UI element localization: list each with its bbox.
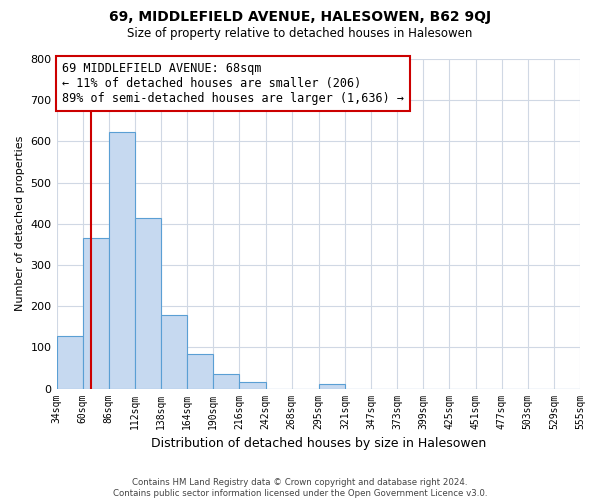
Y-axis label: Number of detached properties: Number of detached properties [15, 136, 25, 312]
Bar [56, 336, 83, 388]
Bar [135, 218, 161, 388]
Bar [213, 374, 239, 388]
Bar [319, 384, 345, 388]
Text: Size of property relative to detached houses in Halesowen: Size of property relative to detached ho… [127, 28, 473, 40]
Bar [161, 315, 187, 388]
Text: 69, MIDDLEFIELD AVENUE, HALESOWEN, B62 9QJ: 69, MIDDLEFIELD AVENUE, HALESOWEN, B62 9… [109, 10, 491, 24]
Text: 69 MIDDLEFIELD AVENUE: 68sqm
← 11% of detached houses are smaller (206)
89% of s: 69 MIDDLEFIELD AVENUE: 68sqm ← 11% of de… [62, 62, 404, 106]
Text: Contains HM Land Registry data © Crown copyright and database right 2024.
Contai: Contains HM Land Registry data © Crown c… [113, 478, 487, 498]
X-axis label: Distribution of detached houses by size in Halesowen: Distribution of detached houses by size … [151, 437, 486, 450]
Bar [239, 382, 266, 388]
Bar [83, 238, 109, 388]
Bar [187, 354, 213, 388]
Bar [109, 132, 135, 388]
